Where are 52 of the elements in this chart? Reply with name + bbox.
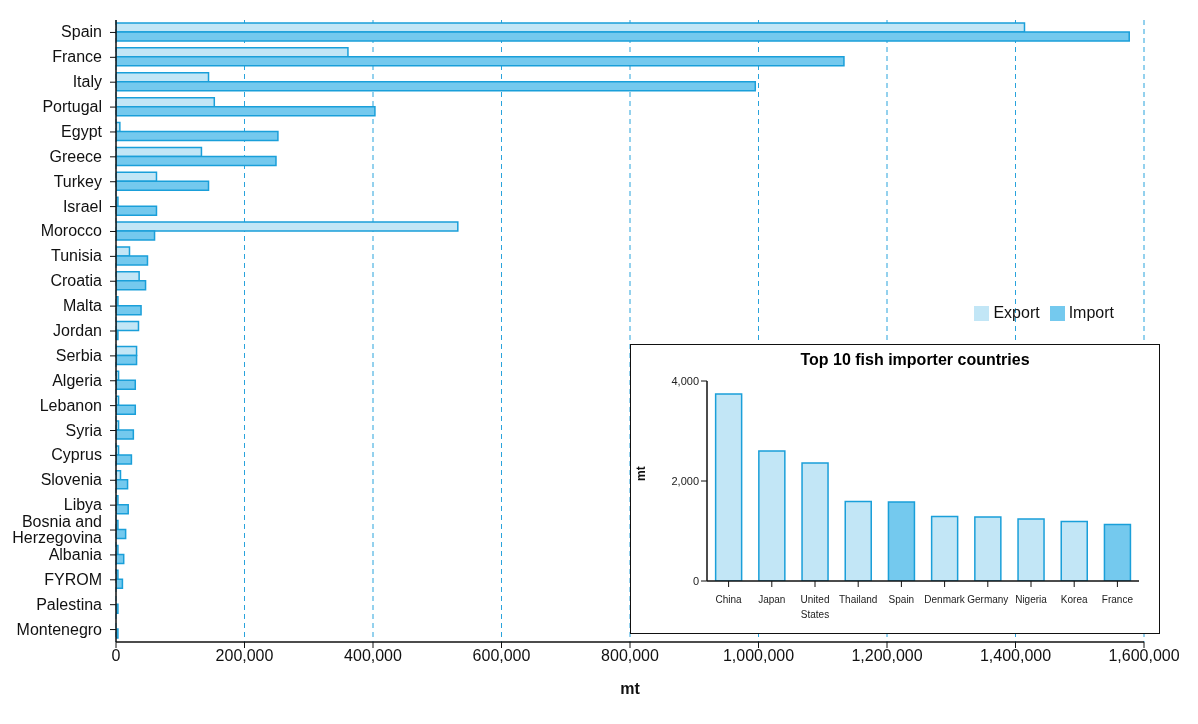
y-axis-title: mt	[634, 466, 649, 481]
legend-label: Export	[993, 304, 1040, 321]
x-tick-label: Nigeria	[1015, 594, 1048, 605]
y-tick-label: Algeria	[52, 371, 103, 389]
x-tick-label: Thailand	[839, 594, 878, 605]
y-tick-label: Italy	[72, 73, 102, 91]
x-axis-title: mt	[620, 680, 641, 697]
x-tick-label: 600,000	[472, 647, 531, 665]
y-tick-label: Egypt	[61, 122, 103, 140]
y-tick-label: FYROM	[44, 570, 102, 588]
y-tick-label: Malta	[62, 297, 103, 315]
y-tick-label: Jordan	[53, 322, 102, 339]
y-tick-label: 0	[692, 574, 699, 587]
x-tick-label: 200,000	[215, 647, 274, 665]
x-tick-label: 1,200,000	[851, 647, 923, 665]
y-tick-label: Cyprus	[51, 446, 102, 464]
x-tick-label: 400,000	[344, 647, 403, 665]
y-tick-label: Syria	[65, 421, 103, 439]
x-tick-label: 800,000	[601, 647, 660, 665]
legend-label: Import	[1068, 304, 1114, 321]
x-tick-label: China	[715, 594, 743, 605]
y-tick-label: Lebanon	[39, 396, 102, 414]
y-tick-label: Palestina	[36, 595, 103, 613]
x-tick-label: Spain	[888, 594, 915, 605]
y-tick-label: 4,000	[671, 374, 699, 387]
x-tick-label: United States	[800, 594, 830, 620]
x-tick-label: 1,400,000	[979, 647, 1052, 665]
x-tick-label: Japan	[758, 594, 786, 605]
x-tick-label: 0	[111, 647, 121, 665]
y-tick-label: France	[52, 48, 103, 66]
y-tick-label: Turkey	[53, 172, 102, 190]
y-tick-label: Portugal	[42, 98, 102, 116]
x-tick-label: Germany	[967, 594, 1009, 605]
y-tick-label: Morocco	[40, 222, 103, 240]
y-tick-label: Slovenia	[40, 471, 103, 489]
chart-title: Top 10 fish importer countries	[799, 351, 1031, 369]
x-tick-label: Denmark	[924, 594, 966, 605]
y-tick-label: Albania	[48, 545, 103, 563]
y-tick-label: Serbia	[55, 346, 103, 364]
y-tick-label: Libya	[63, 496, 103, 514]
y-tick-label: Bosnia and Herzegovina	[12, 513, 103, 547]
y-tick-label: Israel	[62, 197, 102, 215]
x-tick-label: France	[1101, 594, 1134, 605]
y-tick-label: Tunisia	[51, 247, 103, 265]
y-tick-label: Spain	[61, 23, 102, 41]
y-tick-label: Greece	[49, 147, 103, 165]
y-tick-label: Croatia	[50, 272, 103, 290]
y-tick-label: 2,000	[671, 474, 699, 487]
x-tick-label: 1,000,000	[722, 647, 795, 665]
x-tick-label: Korea	[1060, 594, 1088, 605]
x-tick-label: 1,600,000	[1108, 647, 1180, 665]
y-tick-label: Montenegro	[16, 620, 103, 638]
